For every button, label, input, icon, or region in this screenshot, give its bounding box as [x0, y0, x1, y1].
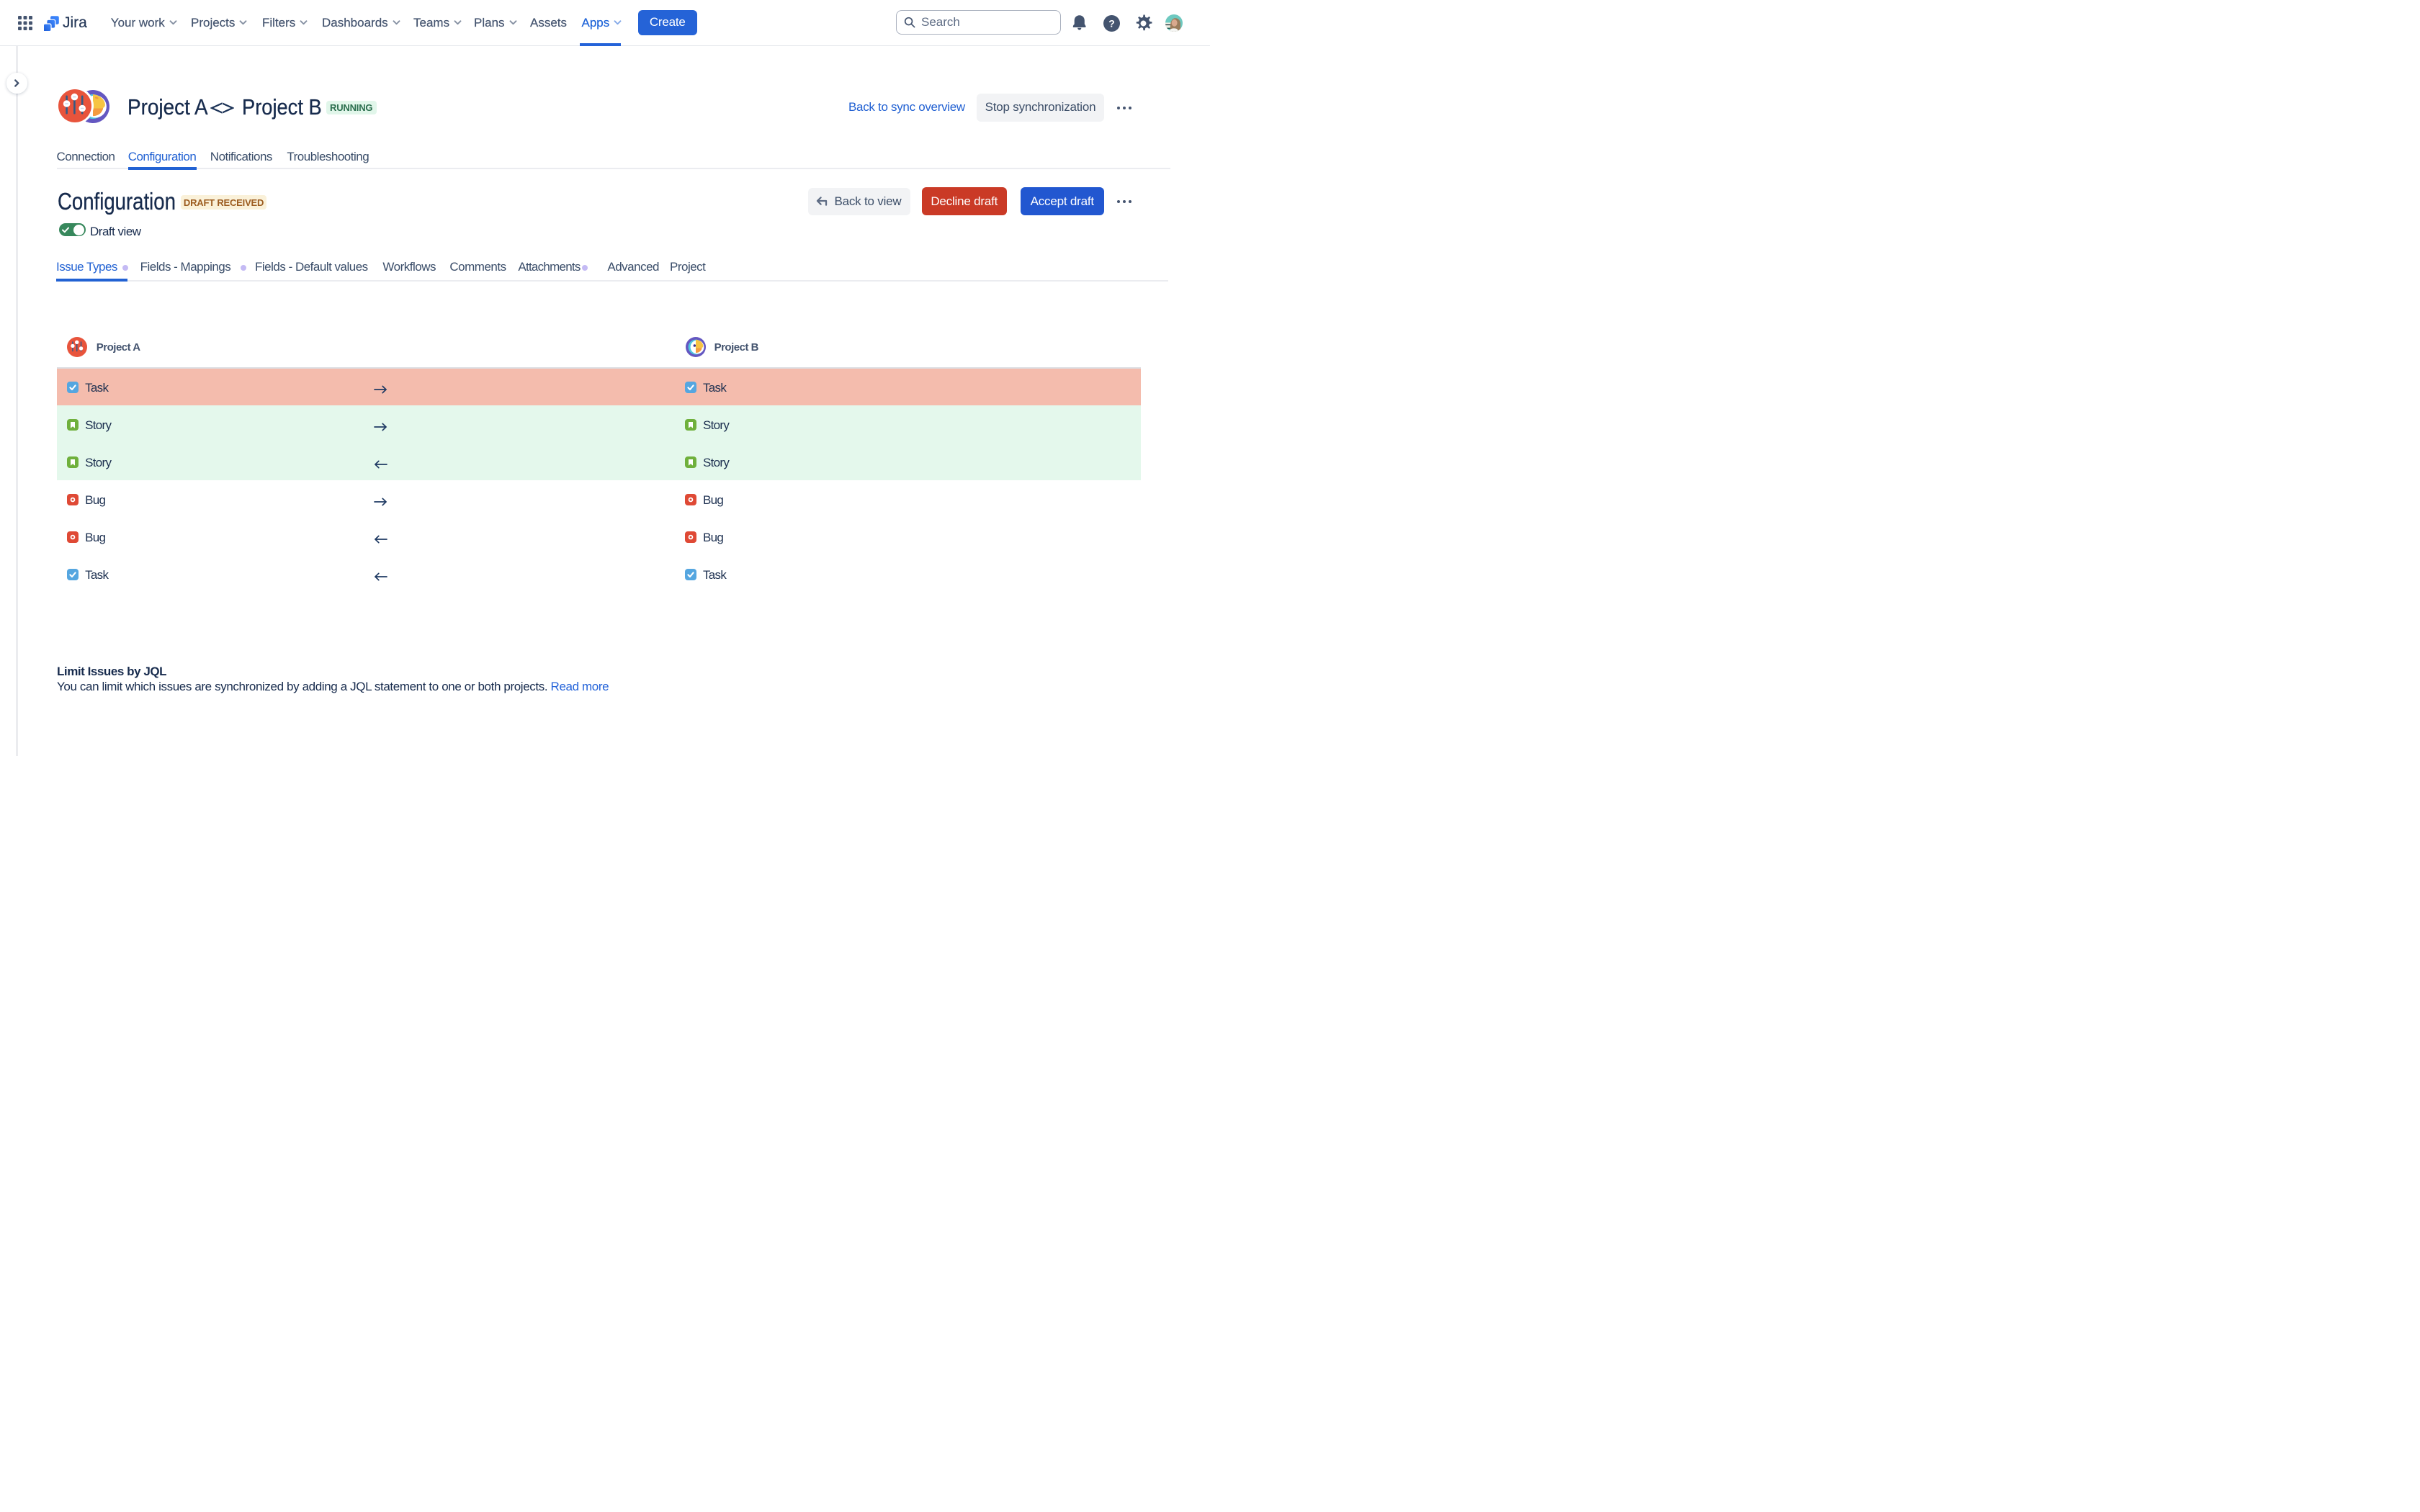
- svg-text:?: ?: [1108, 17, 1115, 29]
